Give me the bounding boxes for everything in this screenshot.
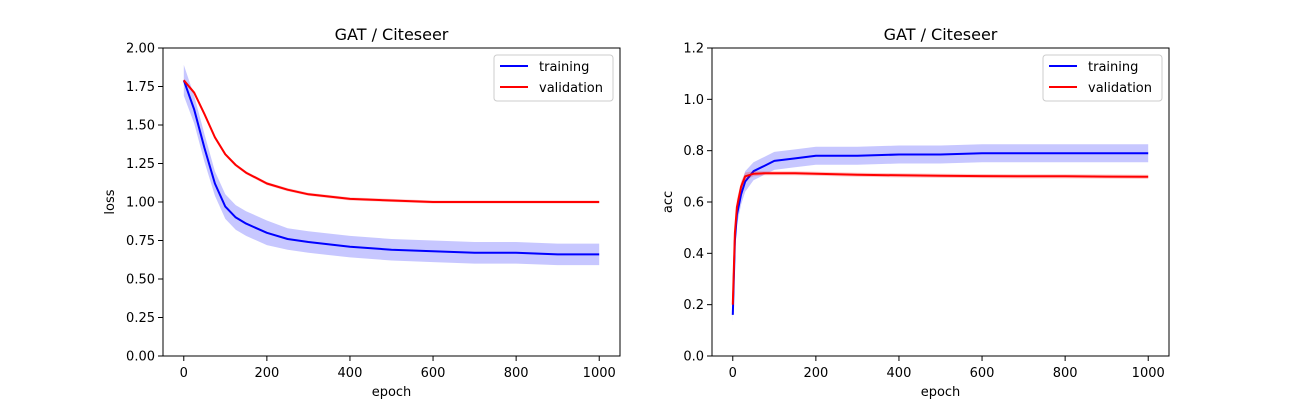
- x-tick-label: 0: [729, 366, 737, 381]
- legend: training validation: [1042, 54, 1163, 102]
- series-layer: [182, 64, 600, 266]
- x-tick-label: 0: [180, 366, 188, 381]
- y-tick-label: 0.0: [683, 350, 704, 365]
- x-tick-label: 200: [803, 366, 828, 381]
- x-tick-label: 600: [421, 366, 446, 381]
- x-tick-label: 800: [504, 366, 529, 381]
- y-tick-label: 2.00: [126, 42, 155, 57]
- legend-label-validation: validation: [539, 81, 603, 96]
- y-tick-label: 1.25: [126, 157, 155, 172]
- y-tick-label: 0.25: [126, 311, 155, 326]
- x-axis-label: epoch: [921, 385, 961, 400]
- x-tick-label: 600: [970, 366, 995, 381]
- chart-title: GAT / Citeseer: [335, 25, 449, 44]
- chart-title: GAT / Citeseer: [884, 25, 998, 44]
- series-line-training: [731, 152, 1149, 315]
- series-line-validation: [731, 172, 1149, 305]
- y-tick-label: 1.2: [683, 42, 704, 57]
- legend: training validation: [493, 54, 614, 102]
- band-training: [183, 64, 600, 266]
- loss-chart: GAT / Citeseer 0 200 400 600 800 1000 0.00 0.25…: [103, 25, 621, 400]
- x-tick-label: 800: [1053, 366, 1078, 381]
- y-tick-label: 0.8: [683, 144, 704, 159]
- y-tick-label: 1.50: [126, 119, 155, 134]
- band-training: [732, 144, 1149, 323]
- x-tick-label: 1000: [1132, 366, 1165, 381]
- legend-label-validation: validation: [1088, 81, 1152, 96]
- x-tick-label: 200: [254, 366, 279, 381]
- y-tick-label: 0.2: [683, 298, 704, 313]
- ticks: 0 200 400 600 800 1000 0.00 0.25 0.50 0.75 1.00 1.2…: [126, 42, 616, 382]
- y-tick-label: 0.50: [126, 273, 155, 288]
- y-tick-label: 0.6: [683, 196, 704, 211]
- y-tick-label: 0.4: [683, 247, 704, 262]
- y-tick-label: 1.75: [126, 80, 155, 95]
- y-axis-label: acc: [661, 191, 676, 213]
- y-tick-label: 0.75: [126, 234, 155, 249]
- series-line-training: [182, 79, 600, 256]
- legend-label-training: training: [539, 60, 589, 75]
- x-tick-label: 400: [338, 366, 363, 381]
- series-line-validation: [183, 79, 600, 203]
- accuracy-chart: GAT / Citeseer 0 200 400 600 800 1000 0.0 0.2 0.…: [661, 25, 1170, 400]
- x-tick-label: 400: [887, 366, 912, 381]
- series-layer: [731, 144, 1149, 323]
- legend-label-training: training: [1088, 60, 1138, 75]
- y-tick-label: 1.00: [126, 196, 155, 211]
- y-tick-label: 0.00: [126, 350, 155, 365]
- y-tick-label: 1.0: [683, 93, 704, 108]
- ticks: 0 200 400 600 800 1000 0.0 0.2 0.4 0.6 0.8 1.0 1.2: [683, 42, 1164, 382]
- y-axis-label: loss: [103, 189, 118, 214]
- x-axis-label: epoch: [372, 385, 412, 400]
- x-tick-label: 1000: [583, 366, 616, 381]
